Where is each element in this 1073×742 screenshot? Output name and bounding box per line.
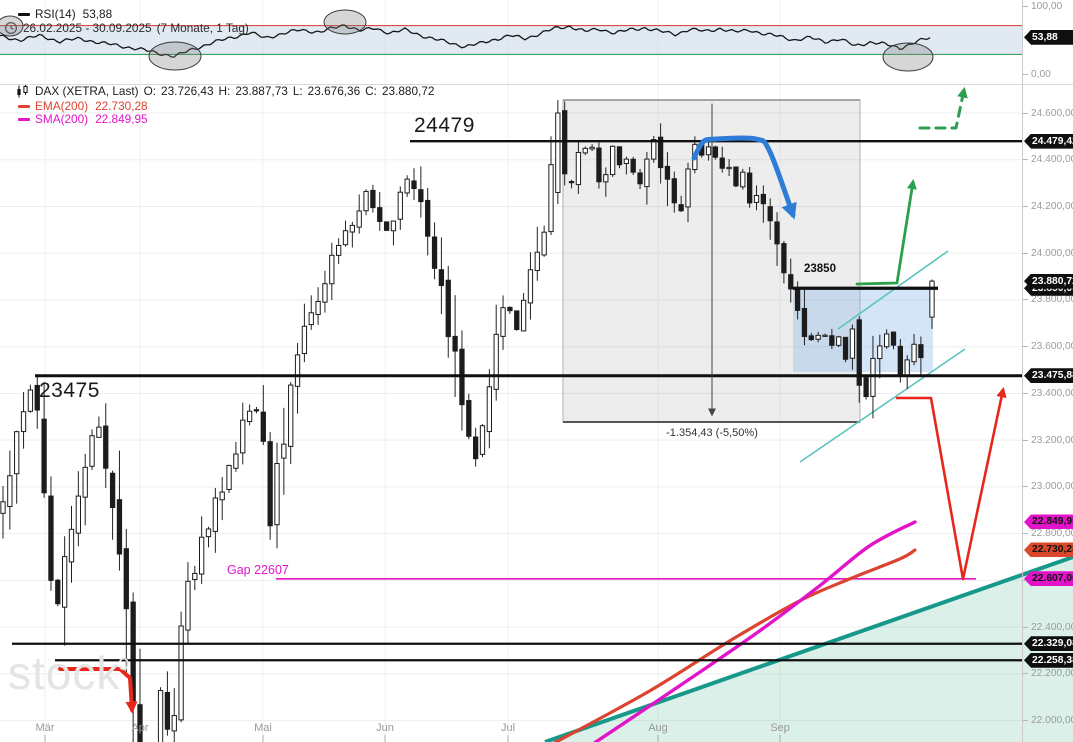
rsi-value-badge: 53,88	[1024, 29, 1073, 45]
price-axis-tick: 23.600,00	[1023, 340, 1073, 354]
ohlc-open: 23.726,43	[161, 84, 214, 98]
green-dashed-arrow[interactable]	[918, 86, 968, 130]
rsi-highlight-ellipse[interactable]	[323, 9, 367, 35]
price-axis[interactable]: 100,00 0,00 53,88 24.600,00 24.400,00 24.2…	[1022, 0, 1073, 742]
ohlc-low: 23.676,36	[307, 84, 361, 98]
ohlc-low-label: L:	[292, 84, 303, 98]
ema-value: 22.730,28	[95, 99, 148, 113]
measure-label: -1.354,43 (-5,50%)	[666, 427, 758, 439]
price-axis-tick: 24.600,00	[1023, 106, 1073, 120]
sma-name: SMA(200)	[35, 112, 89, 126]
level-label-23850: 23850	[804, 263, 836, 275]
ohlc-high-label: H:	[218, 84, 231, 98]
rsi-axis-top: 100,00	[1023, 0, 1062, 13]
gap-label: Gap 22607	[227, 563, 289, 577]
ohlc-close: 23.880,72	[381, 84, 435, 98]
sma-value: 22.849,95	[95, 112, 148, 126]
ema-line-icon	[18, 104, 30, 108]
sma-line[interactable]	[593, 520, 917, 742]
channel-line[interactable]	[799, 348, 966, 463]
price-axis-tick: 23.800,00	[1023, 293, 1073, 307]
price-axis-tick: 24.000,00	[1023, 246, 1073, 260]
green-up-arrow[interactable]	[855, 179, 917, 286]
price-badge: 22.329,08	[1024, 636, 1073, 652]
rsi-name: RSI(14)	[35, 7, 76, 21]
ohlc-close-label: C:	[365, 84, 377, 98]
rsi-band	[0, 25, 1022, 55]
ohlc-high: 23.887,73	[235, 84, 288, 98]
price-axis-tick: 23.000,00	[1023, 480, 1073, 494]
month-label: Aug	[648, 722, 668, 734]
red-breakdown-arrow[interactable]	[58, 667, 138, 714]
price-badge: 23.880,72	[1024, 273, 1073, 289]
blue-down-arrow[interactable]	[691, 135, 797, 220]
price-badge: 22.849,95	[1024, 514, 1073, 530]
price-axis-tick: 22.000,00	[1023, 714, 1073, 728]
month-label: Jun	[376, 722, 394, 734]
candlestick-series	[0, 100, 935, 742]
month-label: Mai	[254, 722, 272, 734]
trendline[interactable]	[544, 555, 1073, 742]
price-axis-tick: 23.400,00	[1023, 386, 1073, 400]
rsi-axis-bottom: 0,00	[1023, 67, 1051, 81]
resistance-label-24479: 24479	[414, 114, 475, 137]
month-label: Mär	[35, 722, 55, 734]
red-v-arrow[interactable]	[895, 386, 1007, 581]
month-label: Sep	[770, 722, 790, 734]
sma-line-icon	[18, 117, 30, 121]
price-axis-tick: 22.400,00	[1023, 620, 1073, 634]
sma-legend[interactable]: SMA(200) 22.849,95	[18, 112, 148, 126]
channel-line[interactable]	[837, 250, 949, 330]
pane-divider	[0, 84, 1073, 85]
date-range: 26.02.2025 - 30.09.2025	[23, 21, 152, 35]
support-label-23475: 23475	[39, 379, 100, 402]
price-badge: 22.258,38	[1024, 652, 1073, 668]
price-badge: 22.730,28	[1024, 542, 1073, 558]
stock3-watermark: stockɔ	[8, 647, 131, 699]
ema-legend[interactable]: EMA(200) 22.730,28	[18, 99, 148, 113]
price-badge: 22.607,00	[1024, 571, 1073, 587]
price-axis-tick: 22.800,00	[1023, 527, 1073, 541]
ema-name: EMA(200)	[35, 99, 89, 113]
price-axis-tick: 24.400,00	[1023, 153, 1073, 167]
consolidation-box[interactable]	[793, 288, 933, 372]
clock-icon	[4, 21, 18, 35]
month-label: Apr	[131, 722, 149, 734]
ema-line[interactable]	[553, 548, 917, 742]
price-axis-tick: 23.200,00	[1023, 433, 1073, 447]
candlestick-icon	[17, 84, 28, 97]
rsi-line-icon	[18, 12, 30, 16]
price-badge: 23.475,88	[1024, 368, 1073, 384]
rsi-line[interactable]	[0, 24, 931, 58]
price-badge: 24.479,42	[1024, 133, 1073, 149]
date-range-row[interactable]: 26.02.2025 - 30.09.2025 (7 Monate, 1 Tag…	[4, 21, 249, 35]
rsi-highlight-ellipse[interactable]	[882, 42, 934, 72]
rsi-highlight-ellipse[interactable]	[148, 41, 202, 71]
rsi-value: 53,88	[82, 7, 113, 21]
ohlc-open-label: O:	[143, 84, 157, 98]
symbol-legend[interactable]: DAX (XETRA, Last) O: 23.726,43 H: 23.887,7…	[16, 84, 434, 98]
price-axis-tick: 22.200,00	[1023, 667, 1073, 681]
rsi-legend[interactable]: RSI(14) 53,88	[18, 7, 112, 21]
month-label: Jul	[500, 722, 516, 734]
price-axis-tick: 24.200,00	[1023, 199, 1073, 213]
date-duration: (7 Monate, 1 Tag)	[156, 21, 249, 35]
symbol-name: DAX (XETRA, Last)	[35, 84, 139, 98]
